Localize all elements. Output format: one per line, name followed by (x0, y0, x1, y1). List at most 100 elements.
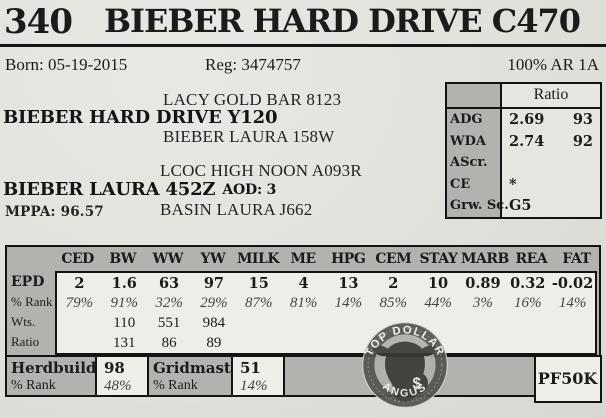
rank-value: 81% (289, 294, 318, 311)
registration-number: Reg: 3474757 (205, 55, 301, 74)
ratio-label-wda: WDA (447, 130, 502, 152)
rank-value: 85% (379, 294, 407, 311)
ratio-data-ce: * (502, 174, 600, 196)
epd-row-labels: EPD % Rank Wts. Ratio (7, 272, 55, 352)
dam-name-text: BIEBER LAURA 452Z (3, 179, 216, 200)
epd-value: 0.32 (510, 274, 546, 292)
epd-value: 13 (338, 274, 359, 292)
cow-head-icon (372, 341, 438, 402)
index-strip: Herdbuilder % Rank 98 48% Gridmaster % R… (7, 354, 602, 403)
ratio-values-row: 131 86 89 (57, 333, 595, 353)
rank-value: 16% (513, 294, 542, 311)
gridmaster-rank: 14% (240, 378, 268, 394)
epd-col-hpg: HPG (331, 251, 366, 267)
epd-value: 4 (298, 274, 309, 292)
epd-col-fat: FAT (562, 251, 591, 267)
gridmaster-label-cell: Gridmaster % Rank (149, 357, 248, 395)
ratio-value: 131 (112, 334, 136, 351)
epd-value: -0.02 (551, 274, 594, 292)
herdbuilder-rank: 48% (104, 378, 132, 394)
epd-value: 1.6 (111, 274, 137, 292)
epd-col-ced: CED (61, 251, 94, 267)
weight-value: 551 (157, 314, 181, 331)
adg-value: 2.69 (509, 111, 545, 128)
epd-value: 2 (74, 274, 85, 292)
adg-ratio: 93 (572, 111, 593, 128)
ratio-row-adg: ADG 2.69 93 (447, 109, 600, 131)
epd-values-row: 2 1.6 63 97 15 4 13 2 10 0.89 0.32 -0.02 (57, 273, 595, 293)
gridmaster-value: 51 (240, 359, 261, 377)
weight-value: 984 (202, 314, 226, 331)
ratio-label-ascr: AScr. (447, 152, 502, 174)
ratio-value: 86 (161, 334, 177, 351)
genomic-cell: PF50K (533, 354, 602, 403)
epd-data-box: 2 1.6 63 97 15 4 13 2 10 0.89 0.32 -0.02… (55, 271, 597, 355)
ratio-row-ce: CE * (447, 173, 600, 196)
epd-value: 2 (388, 274, 399, 292)
percent-rank-row: 79% 91% 32% 29% 87% 81% 14% 85% 44% 3% 1… (57, 293, 595, 313)
genomic-test-box: PF50K (533, 354, 602, 403)
sire-granddam: BIEBER LAURA 158W (163, 127, 335, 146)
top-dollar-angus-badge: TOP DOLLAR ANGUS $ (362, 322, 448, 408)
epd-col-milk: MILK (236, 251, 280, 267)
weight-value: 110 (113, 314, 136, 331)
wda-ratio: 92 (572, 132, 593, 150)
rank-value: 14% (334, 294, 363, 311)
epd-col-me: ME (290, 251, 316, 267)
page-title: BIEBER HARD DRIVE C470 (103, 2, 581, 40)
herdbuilder-label: Herdbuilder (11, 359, 114, 377)
sire-name: BIEBER HARD DRIVE Y120 (3, 107, 278, 128)
epd-col-stay: STAY (419, 251, 458, 267)
rank-row-label: % Rank (11, 294, 53, 309)
gridmaster-value-box: 51 14% (231, 357, 285, 395)
epd-col-marb: MARB (460, 251, 509, 267)
rank-value: 79% (65, 294, 94, 311)
ratio-data-wda: 2.74 92 (502, 131, 600, 153)
ratio-table-corner (447, 84, 502, 107)
epd-column-headers: CED BW WW YW MILK ME HPG CEM STAY MARB R… (7, 247, 599, 271)
epd-col-ww: WW (152, 251, 184, 267)
dollar-sign: $ (412, 375, 421, 392)
herdbuilder-value: 98 (104, 359, 125, 377)
rank-value: 3% (472, 294, 493, 311)
epd-col-yw: YW (200, 251, 226, 267)
dam-grandsire: LCOC HIGH NOON A093R (160, 161, 362, 180)
dollar-coin (405, 371, 428, 395)
info-row: Born: 05-19-2015 Reg: 3474757 100% AR 1A (0, 55, 606, 77)
wts-row-label: Wts. (11, 314, 36, 329)
epd-value: 15 (248, 274, 269, 292)
weights-row: 110 551 984 (57, 313, 595, 333)
rank-value: 14% (558, 294, 587, 311)
herdbuilder-value-box: 98 48% (95, 357, 149, 395)
dam-name: BIEBER LAURA 452Z AOD: 3 (3, 179, 276, 200)
herdbuilder-rank-label: % Rank (11, 378, 56, 393)
purity-code: 100% AR 1A (507, 55, 599, 74)
dam-aod: AOD: 3 (222, 182, 277, 198)
rank-value: 91% (110, 294, 138, 311)
header-divider (0, 44, 606, 47)
epd-row-label: EPD (11, 274, 45, 290)
epd-table: CED BW WW YW MILK ME HPG CEM STAY MARB R… (5, 245, 602, 403)
ratio-label-adg: ADG (447, 109, 502, 131)
ratio-label-ce: CE (447, 173, 502, 195)
ratio-table-title: Ratio (533, 86, 569, 103)
grwsc-value: G5 (509, 197, 532, 214)
ratio-row-label: Ratio (11, 334, 40, 349)
epd-value: 63 (158, 274, 180, 292)
sire-grandsire: LACY GOLD BAR 8123 (163, 90, 342, 109)
wda-value: 2.74 (509, 132, 545, 150)
mppa-value: MPPA: 96.57 (5, 204, 104, 220)
ratio-data-grwsc: G5 (502, 195, 600, 217)
ce-value: * (509, 175, 517, 193)
epd-value: 0.89 (465, 274, 501, 292)
rank-value: 32% (155, 294, 183, 311)
lot-number: 340 (4, 2, 73, 42)
epd-col-rea: REA (515, 251, 548, 267)
ratio-table-header: Ratio (447, 84, 600, 109)
rank-value: 44% (424, 294, 452, 311)
ratio-data-ascr (502, 152, 600, 174)
rank-value: 87% (244, 294, 273, 311)
epd-value: 10 (427, 274, 449, 292)
epd-col-cem: CEM (375, 251, 412, 267)
herdbuilder-label-cell: Herdbuilder % Rank (7, 357, 114, 395)
